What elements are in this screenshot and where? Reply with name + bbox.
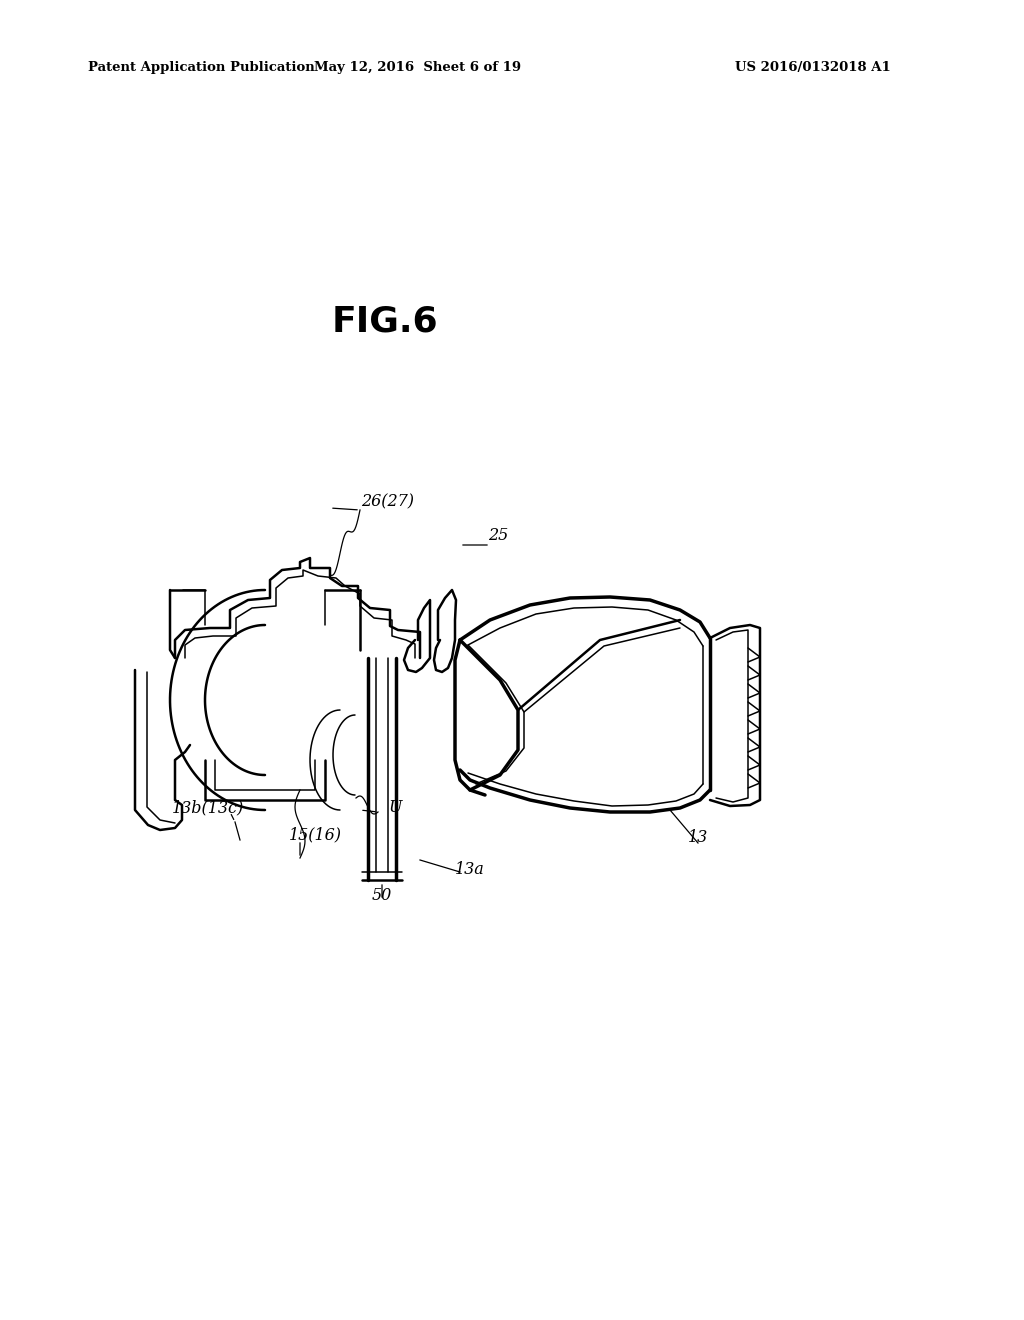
Text: 13a: 13a: [455, 862, 485, 879]
Text: U: U: [388, 800, 401, 817]
Text: May 12, 2016  Sheet 6 of 19: May 12, 2016 Sheet 6 of 19: [314, 62, 521, 74]
Text: 50: 50: [372, 887, 392, 903]
Text: 13: 13: [688, 829, 709, 846]
Text: US 2016/0132018 A1: US 2016/0132018 A1: [735, 62, 891, 74]
Text: 26(27): 26(27): [361, 494, 415, 511]
Text: Patent Application Publication: Patent Application Publication: [88, 62, 314, 74]
Text: 15(16): 15(16): [289, 826, 341, 843]
Text: FIG.6: FIG.6: [332, 305, 438, 339]
Text: 13b(13c): 13b(13c): [172, 800, 244, 817]
Text: 25: 25: [487, 527, 508, 544]
